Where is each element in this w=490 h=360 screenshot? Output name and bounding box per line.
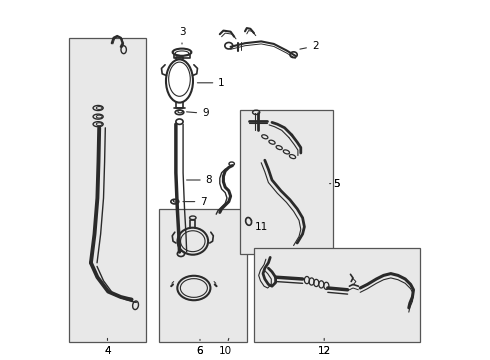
Text: 5: 5: [334, 179, 340, 189]
Text: 4: 4: [104, 346, 111, 356]
Text: 9: 9: [187, 108, 209, 118]
Text: 6: 6: [196, 346, 203, 356]
Text: 6: 6: [196, 339, 203, 356]
Text: 1: 1: [197, 78, 225, 88]
Text: 2: 2: [300, 41, 318, 51]
Text: 8: 8: [187, 175, 212, 185]
Text: 10: 10: [219, 338, 232, 356]
Bar: [69, 38, 146, 342]
Bar: [159, 209, 247, 342]
Bar: [254, 248, 419, 342]
Text: 4: 4: [104, 338, 111, 356]
Text: 7: 7: [183, 197, 207, 207]
Bar: [240, 110, 333, 254]
Text: 11: 11: [250, 220, 268, 232]
Text: 12: 12: [318, 346, 331, 356]
Text: 3: 3: [179, 27, 185, 44]
Text: 12: 12: [318, 338, 331, 356]
Text: 5: 5: [330, 179, 340, 189]
